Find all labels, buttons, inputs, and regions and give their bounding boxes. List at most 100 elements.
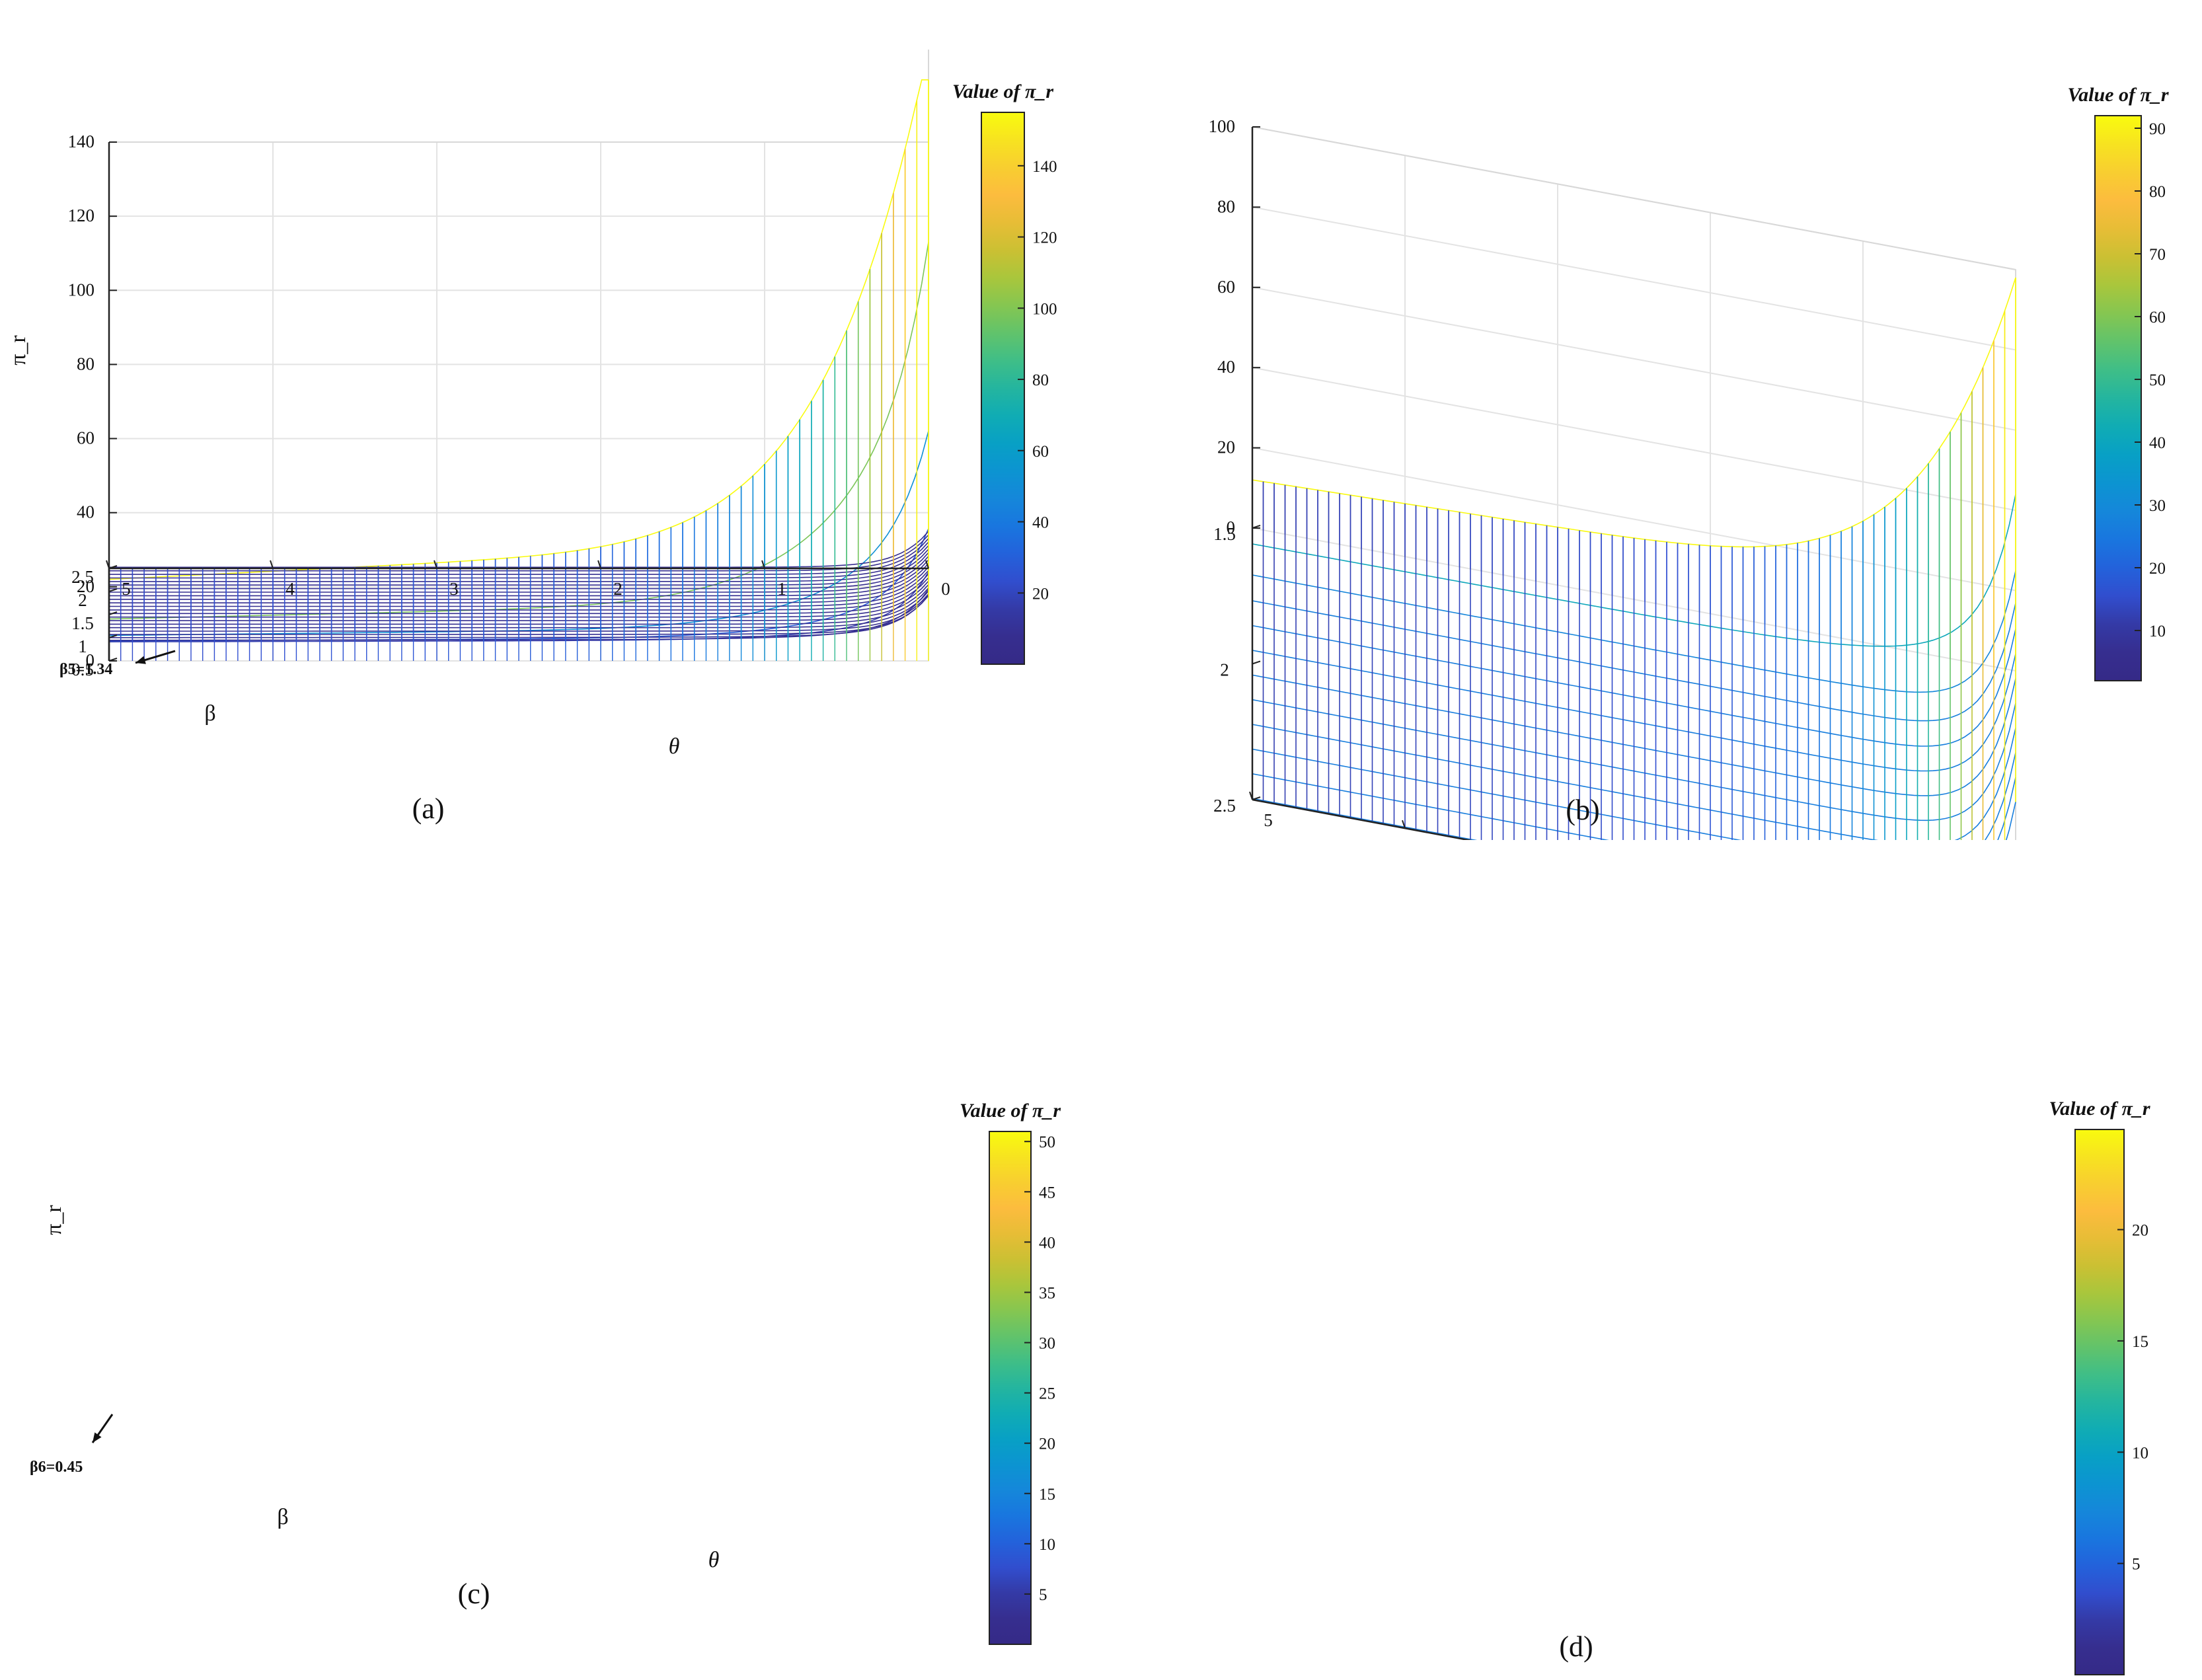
z-axis-label: π_r xyxy=(42,1205,66,1235)
x-axis xyxy=(1252,798,1472,840)
x-tick-mark xyxy=(1402,820,1406,829)
colorbar: 5 10 15 20 Value of π_r xyxy=(2049,1098,2150,1675)
z-tick-label: 80 xyxy=(77,354,95,373)
mesh-line-beta xyxy=(108,79,929,580)
z-tick-label: 20 xyxy=(1217,438,1235,457)
z-axis-label: π_r xyxy=(6,335,30,365)
colorbar-tick-label: 10 xyxy=(1039,1536,1055,1554)
beta-annotation: β6=0.45 xyxy=(30,1414,114,1476)
colorbar-title: Value of π_r xyxy=(952,81,1053,102)
y-tick-label: 2.5 xyxy=(71,567,94,587)
mesh-line-beta xyxy=(1252,277,2016,548)
x-tick-mark xyxy=(597,560,601,569)
z-tick-label: 0 xyxy=(1227,517,1236,537)
mesh-line-beta xyxy=(1252,798,2016,840)
y-axis-label: β xyxy=(277,1505,288,1529)
beta-annotation: β5=1.34 xyxy=(59,650,176,678)
chart-svg: 010203040506011.522.5012345θβπ_r51015202… xyxy=(30,1100,1061,1645)
colorbar-title: Value of π_r xyxy=(2067,84,2168,106)
x-tick-mark xyxy=(270,560,274,569)
colorbar-gradient xyxy=(981,112,1025,665)
z-tick-label: 40 xyxy=(1217,357,1235,377)
colorbar-tick-label: 140 xyxy=(1032,158,1057,176)
x-tick-label: 4 xyxy=(1416,839,1425,840)
chart-svg: 0204060801001.522.5012345θβπ_r1020304050… xyxy=(1209,84,2169,840)
y-tick-label: 1.5 xyxy=(1213,524,1236,544)
panel-caption: (a) xyxy=(412,792,445,825)
colorbar-tick-label: 40 xyxy=(1032,514,1049,532)
y-tick-mark xyxy=(1252,660,1261,665)
z-tick-label: 120 xyxy=(68,206,95,225)
z-gridline xyxy=(109,346,929,439)
z-gridline xyxy=(109,198,929,291)
colorbar-tick-label: 60 xyxy=(1032,443,1049,461)
y-tick-mark xyxy=(108,588,118,592)
z-gridline xyxy=(109,272,929,365)
colorbar-tick-label: 50 xyxy=(1039,1133,1055,1151)
chart-svg: 0204060801001201400.511.522.5012345θβπ_r… xyxy=(6,50,1057,825)
y-tick-label: 1 xyxy=(78,636,87,656)
colorbar-tick-label: 45 xyxy=(1039,1184,1055,1202)
z-gridline xyxy=(1252,126,2016,541)
x-tick-label: 0 xyxy=(941,579,950,599)
colorbar-gradient xyxy=(989,1131,1032,1645)
y-tick-mark xyxy=(108,658,118,662)
colorbar-tick-label: 5 xyxy=(2132,1556,2141,1574)
y-tick-mark xyxy=(108,565,118,569)
colorbar-tick-label: 50 xyxy=(2149,371,2166,389)
y-tick-mark xyxy=(108,634,118,638)
y-tick-label: 2 xyxy=(78,590,87,610)
annotation-label: β5=1.34 xyxy=(59,661,112,678)
wall-edge xyxy=(1252,126,2016,270)
z-tick-label: 60 xyxy=(1217,277,1235,297)
y-tick-label: 2.5 xyxy=(1213,796,1236,816)
colorbar-gradient xyxy=(2094,115,2142,681)
y-tick-mark xyxy=(1252,525,1261,529)
colorbar-tick-label: 35 xyxy=(1039,1284,1055,1302)
colorbar: 10 20 30 40 50 60 70 80 90 Value of π_r xyxy=(2067,84,2169,681)
colorbar-tick-label: 20 xyxy=(1032,585,1049,603)
z-gridline xyxy=(109,420,929,514)
x-tick-mark xyxy=(106,560,110,569)
colorbar-tick-label: 100 xyxy=(1032,300,1057,318)
z-tick-label: 40 xyxy=(77,502,95,522)
z-tick-label: 0 xyxy=(86,650,95,670)
annotation-arrowhead xyxy=(93,1432,102,1443)
colorbar-tick-label: 40 xyxy=(1039,1234,1055,1252)
y-tick-mark xyxy=(108,611,118,615)
colorbar-tick-label: 40 xyxy=(2149,434,2166,452)
colorbar: 5 10 15 20 25 30 35 40 45 50 Value of π_r xyxy=(960,1100,1061,1645)
x-tick-label: 2 xyxy=(613,579,623,599)
colorbar-tick-label: 10 xyxy=(2132,1444,2148,1462)
x-tick-mark xyxy=(434,560,437,569)
colorbar-tick-label: 80 xyxy=(1032,371,1049,389)
chart-svg: 05101520251.522.5012345θβπ_r5101520Value… xyxy=(1559,1098,2150,1675)
y-axis-label: β xyxy=(204,701,215,726)
colorbar-tick-label: 30 xyxy=(2149,497,2166,515)
annotation-label: β6=0.45 xyxy=(30,1459,83,1476)
panel-caption: (c) xyxy=(458,1578,490,1610)
panel-d: 05101520251.522.5012345θβπ_r5101520Value… xyxy=(1101,840,2202,1680)
colorbar-gradient xyxy=(2074,1129,2125,1675)
colorbar-title: Value of π_r xyxy=(2049,1098,2150,1120)
surface-mesh xyxy=(108,79,929,661)
x-axis-label: θ xyxy=(708,1548,720,1572)
colorbar-tick-label: 25 xyxy=(1039,1385,1055,1403)
z-tick-label: 60 xyxy=(77,428,95,448)
colorbar-tick-label: 70 xyxy=(2149,246,2166,264)
x-tick-mark xyxy=(761,560,765,569)
colorbar-title: Value of π_r xyxy=(960,1100,1061,1122)
x-tick-mark xyxy=(1249,791,1253,800)
z-tick-label: 140 xyxy=(68,132,95,151)
colorbar-tick-label: 15 xyxy=(1039,1486,1055,1504)
x-tick-label: 5 xyxy=(1264,810,1273,830)
y-tick-label: 2 xyxy=(1220,660,1229,680)
panel-caption: (d) xyxy=(1559,1630,1593,1663)
panel-c: 010203040506011.522.5012345θβπ_r51015202… xyxy=(0,840,1101,1680)
colorbar-tick-label: 15 xyxy=(2132,1333,2148,1351)
z-tick-label: 20 xyxy=(77,576,95,596)
mesh-line-beta xyxy=(1252,773,2016,840)
y-tick-mark xyxy=(1252,796,1261,800)
